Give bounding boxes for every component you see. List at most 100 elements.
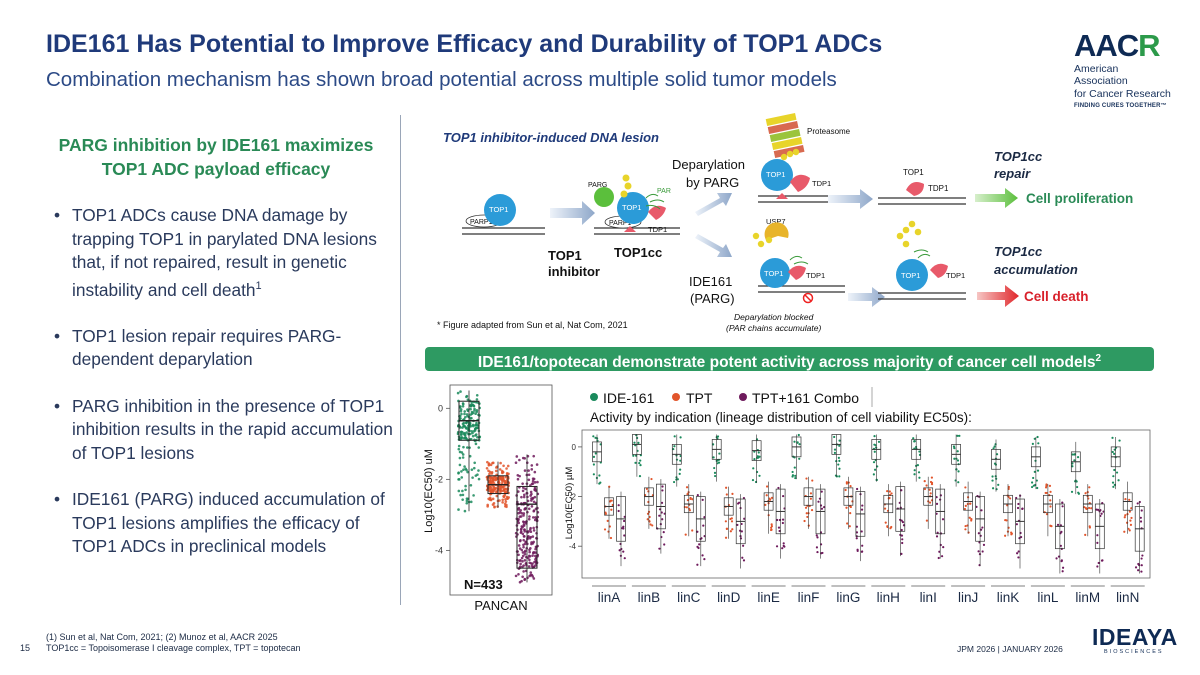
data-point-combo xyxy=(517,508,520,511)
data-point-combo xyxy=(1056,523,1060,526)
data-point-ide161 xyxy=(872,473,875,476)
data-point-ide161 xyxy=(634,461,637,464)
lineage-plot-frame xyxy=(581,429,1151,579)
data-point-combo xyxy=(622,550,625,553)
data-point-ide161 xyxy=(474,433,478,436)
data-point-ide161 xyxy=(471,434,475,438)
stage-initial: PARP1 TOP1 xyxy=(462,194,545,235)
data-point-tpt xyxy=(1044,486,1048,489)
data-point-combo xyxy=(531,575,535,578)
arrow-icon xyxy=(848,287,885,307)
data-point-combo xyxy=(1061,505,1064,508)
data-point-combo xyxy=(740,530,743,533)
data-point-combo xyxy=(743,517,746,520)
data-point-ide161 xyxy=(913,469,916,472)
data-point-combo xyxy=(941,518,945,521)
category-label: linH xyxy=(877,590,900,605)
data-point-ide161 xyxy=(954,479,957,482)
data-point-ide161 xyxy=(459,390,462,393)
data-point-combo xyxy=(783,545,786,548)
data-point-combo xyxy=(527,565,531,568)
data-point-combo xyxy=(1096,565,1099,568)
data-point-tpt xyxy=(769,498,772,501)
data-point-ide161 xyxy=(838,467,841,470)
data-point-tpt xyxy=(491,461,494,465)
data-point-ide161 xyxy=(468,421,472,425)
category-label: linN xyxy=(1116,590,1139,605)
data-point-tpt xyxy=(1128,498,1131,501)
data-point-combo xyxy=(981,550,984,553)
data-point-combo xyxy=(531,482,535,485)
data-point-combo xyxy=(520,556,524,560)
data-point-combo xyxy=(518,565,522,568)
data-point-tpt xyxy=(730,517,733,520)
data-point-combo xyxy=(855,531,859,534)
data-point-combo xyxy=(528,515,531,518)
data-point-tpt xyxy=(501,501,504,504)
data-point-tpt xyxy=(886,489,889,493)
data-point-ide161 xyxy=(955,457,958,460)
data-point-combo xyxy=(522,495,526,499)
data-point-ide161 xyxy=(463,465,466,468)
data-point-combo xyxy=(658,547,661,550)
data-point-combo xyxy=(900,552,903,555)
data-point-combo xyxy=(534,558,537,561)
data-point-ide161 xyxy=(791,474,795,477)
data-point-combo xyxy=(1015,523,1018,526)
data-point-combo xyxy=(521,565,524,569)
pancan-annotation: N=433 xyxy=(464,577,503,592)
data-point-combo xyxy=(697,546,700,550)
data-point-ide161 xyxy=(475,393,479,397)
bullet-item: IDE161 (PARG) induced accumulation of TO… xyxy=(50,488,395,559)
data-point-ide161 xyxy=(712,443,715,446)
data-point-ide161 xyxy=(1111,436,1114,439)
data-point-combo xyxy=(518,559,521,563)
data-point-ide161 xyxy=(464,484,467,488)
data-point-tpt xyxy=(488,475,491,479)
legend-label-ide161: IDE-161 xyxy=(603,390,655,406)
data-point-ide161 xyxy=(475,398,479,401)
lineage-tick-label: -2 xyxy=(569,493,577,502)
data-point-combo xyxy=(532,529,536,532)
data-point-ide161 xyxy=(458,456,462,460)
data-point-combo xyxy=(530,499,533,502)
data-point-combo xyxy=(528,561,532,565)
data-point-tpt xyxy=(649,523,652,526)
data-point-ide161 xyxy=(639,459,642,462)
data-point-ide161 xyxy=(838,439,841,442)
data-point-ide161 xyxy=(462,424,465,428)
data-point-tpt xyxy=(495,494,499,498)
data-point-ide161 xyxy=(592,435,595,438)
data-point-tpt xyxy=(725,493,728,496)
data-point-tpt xyxy=(507,496,510,499)
data-point-ide161 xyxy=(477,477,481,481)
data-point-combo xyxy=(815,546,819,549)
data-point-combo xyxy=(520,495,523,499)
data-point-combo xyxy=(523,528,526,532)
data-point-combo xyxy=(521,532,525,536)
data-point-ide161 xyxy=(469,483,473,487)
data-point-combo xyxy=(776,518,779,522)
data-point-tpt xyxy=(730,520,734,523)
data-point-ide161 xyxy=(872,461,876,464)
data-point-tpt xyxy=(770,523,773,526)
data-point-combo xyxy=(1055,557,1058,560)
data-point-combo xyxy=(530,505,534,508)
data-point-combo xyxy=(529,573,532,577)
data-point-ide161 xyxy=(673,445,676,448)
data-point-combo xyxy=(658,514,661,517)
data-point-tpt xyxy=(1004,534,1007,537)
data-point-combo xyxy=(820,490,823,493)
data-point-combo xyxy=(980,528,983,531)
data-point-ide161 xyxy=(461,498,464,501)
data-point-ide161 xyxy=(997,483,1000,486)
data-point-ide161 xyxy=(462,445,465,449)
data-point-combo xyxy=(528,558,531,562)
data-point-combo xyxy=(782,494,785,498)
data-point-combo xyxy=(1016,506,1020,510)
accumulation-label-2: accumulation xyxy=(994,262,1078,277)
data-point-combo xyxy=(742,559,746,562)
pancan-tick-label: 0 xyxy=(438,403,443,413)
data-point-combo xyxy=(523,508,527,511)
category-label: linB xyxy=(638,590,661,605)
